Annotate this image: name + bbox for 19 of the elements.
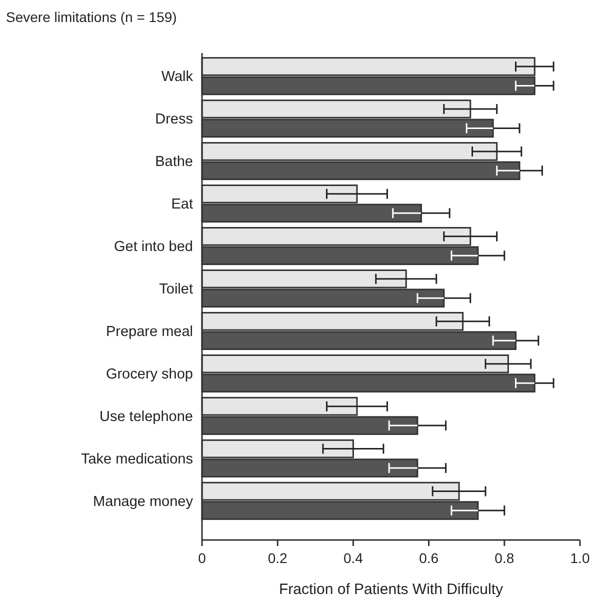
x-axis-title: Fraction of Patients With Difficulty <box>279 581 504 598</box>
x-tick-label: 0 <box>198 550 206 566</box>
y-tick-label: Toilet <box>159 282 193 298</box>
y-tick-label: Dress <box>155 112 193 128</box>
y-tick-label: Take medications <box>80 451 193 468</box>
y-tick-label: Prepare meal <box>106 324 193 340</box>
x-tick-label: 0.6 <box>419 550 439 566</box>
y-tick-label: Bathe <box>155 154 193 170</box>
x-tick-label: 0.2 <box>268 550 288 566</box>
y-tick-label: Walk <box>161 69 194 86</box>
y-tick-label: Eat <box>171 196 193 213</box>
x-tick-label: 0.4 <box>343 550 364 566</box>
chart-title: Severe limitations (n = 159) <box>6 9 177 25</box>
x-tick-label: 0.8 <box>494 550 514 566</box>
y-tick-label: Get into bed <box>114 239 193 256</box>
x-tick-label: 1.0 <box>570 550 590 566</box>
y-tick-label: Manage money <box>93 494 194 510</box>
y-tick-label: Use telephone <box>99 409 193 426</box>
y-tick-label: Grocery shop <box>106 366 193 383</box>
